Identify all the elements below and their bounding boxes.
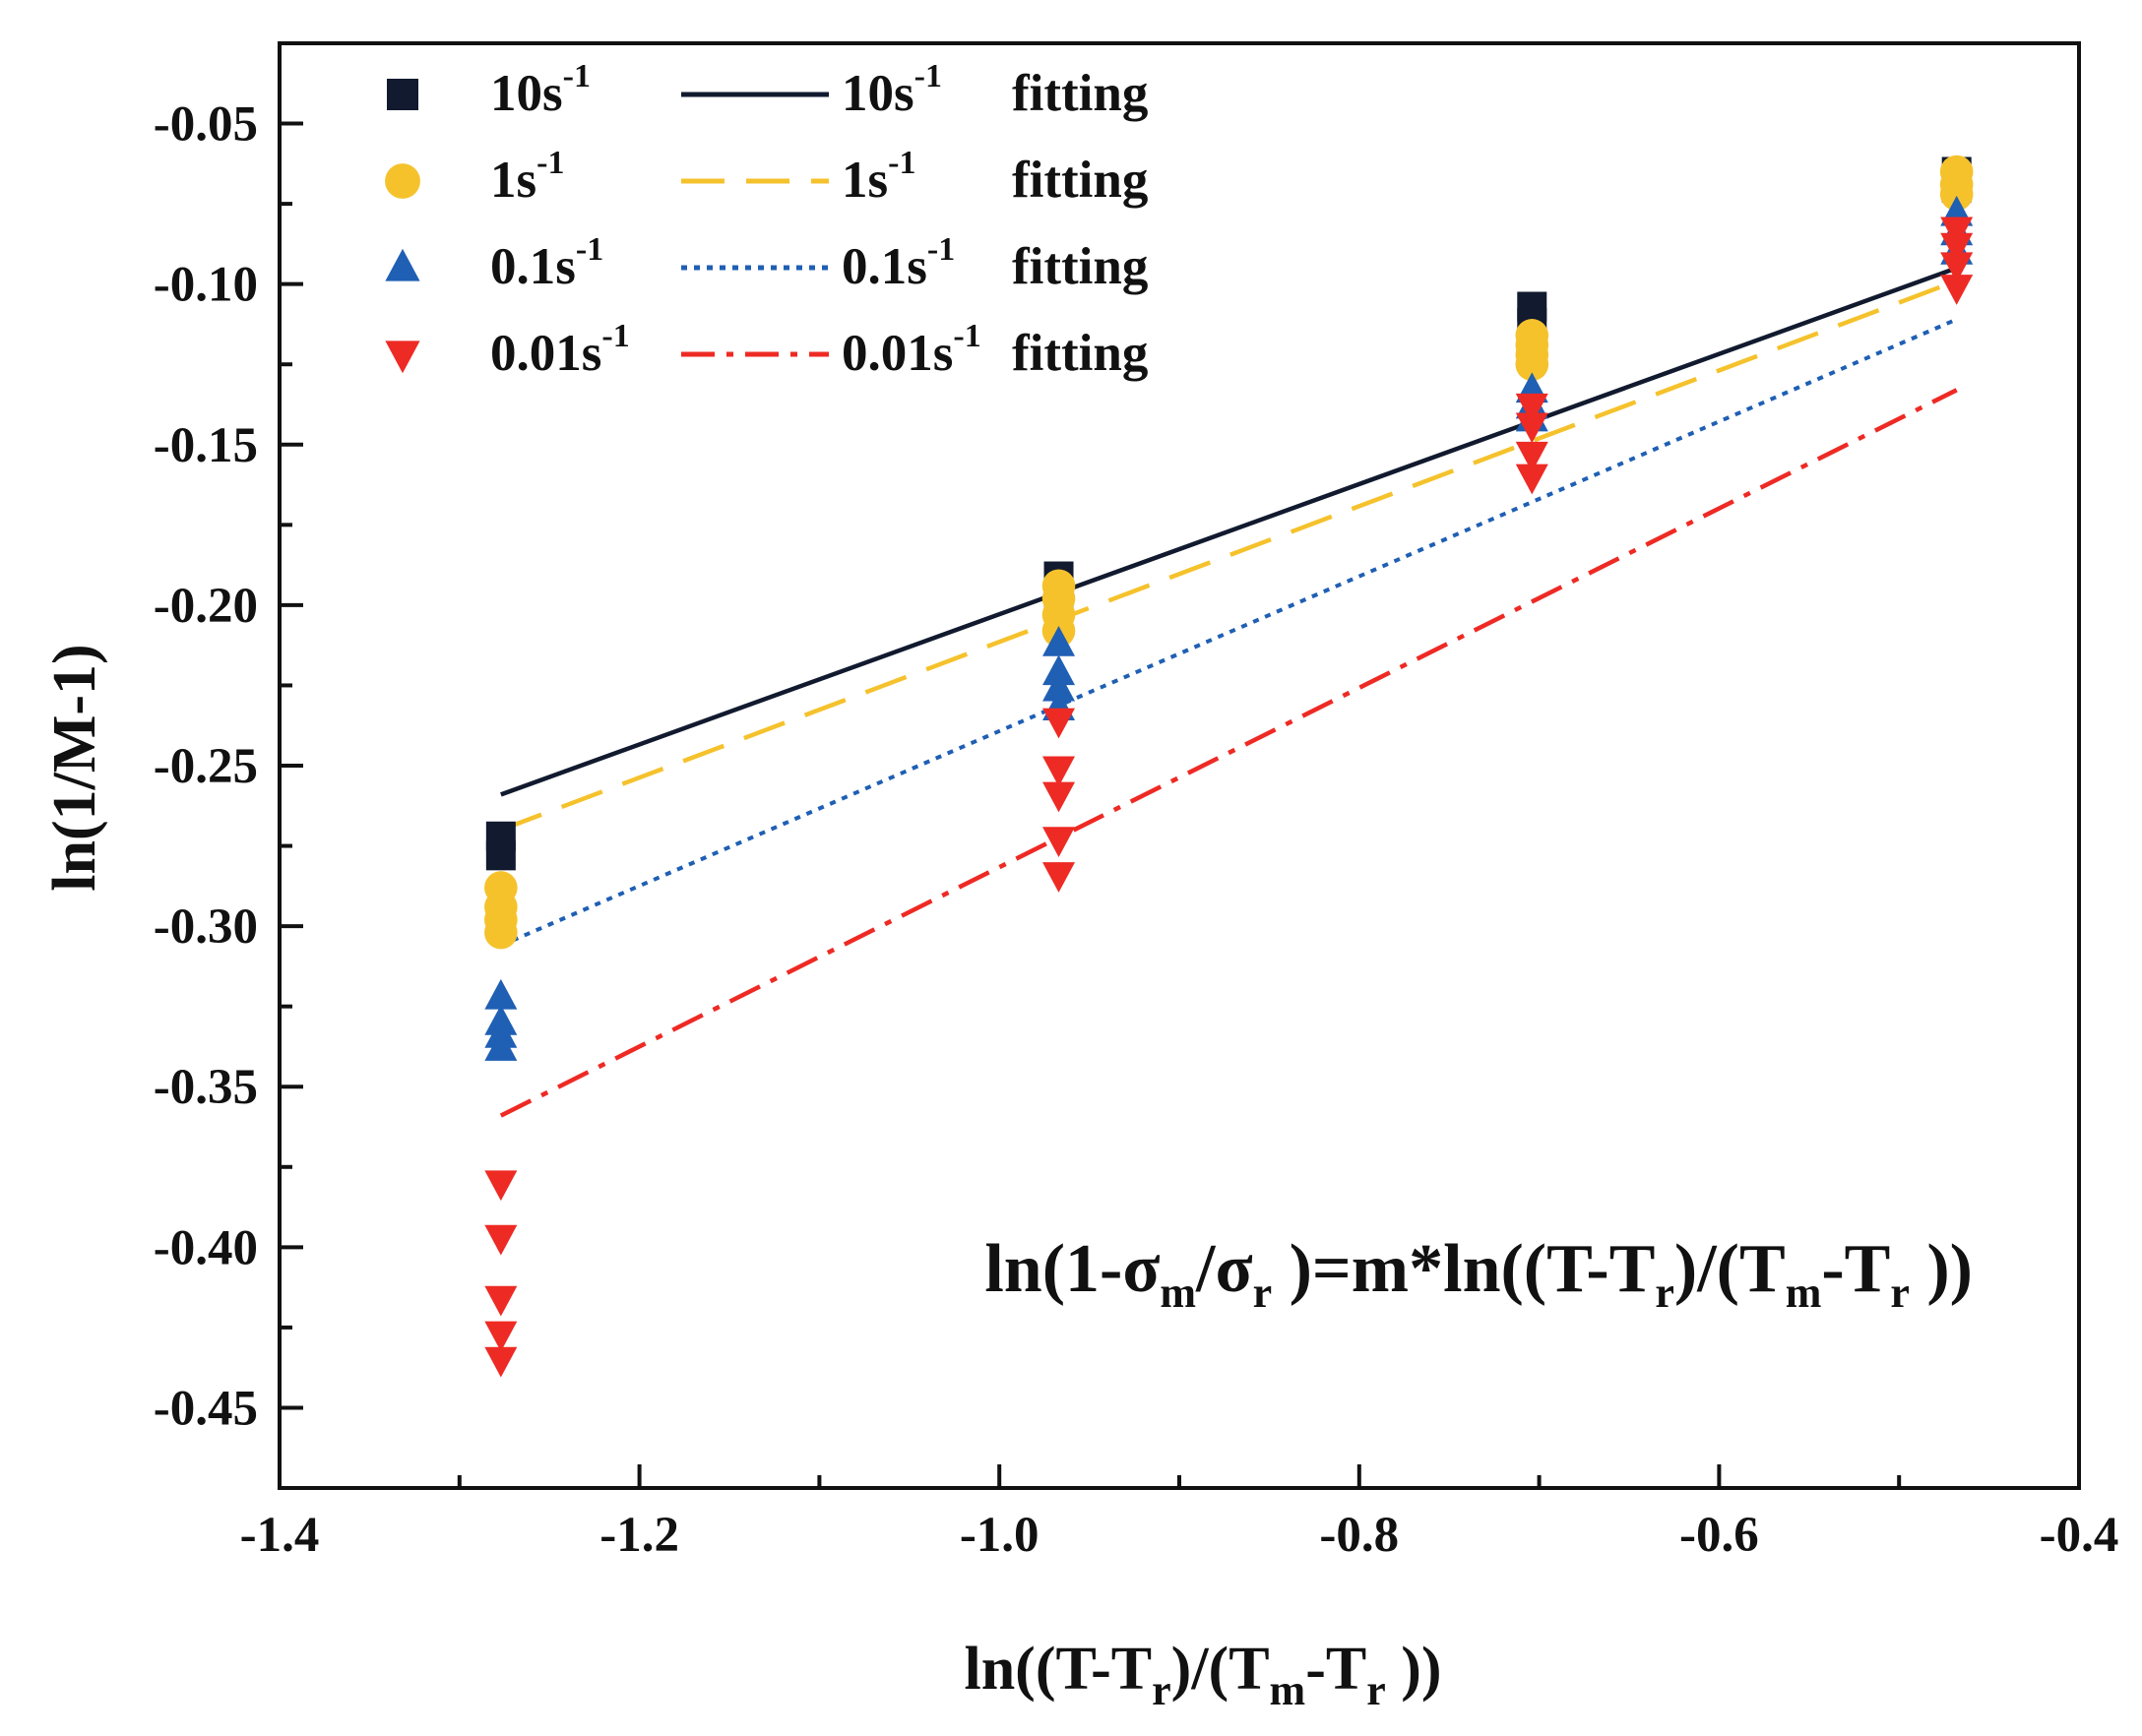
data-point-0-01s-1 — [1515, 464, 1548, 495]
legend-label-1s-1: 1s-1 — [490, 145, 564, 209]
y-tick-label: -0.10 — [154, 258, 258, 313]
legend-label-0-01s-1: 0.01s-1 — [490, 318, 630, 382]
legend-fit-label-0-01s-1: 0.01s-1 — [842, 318, 981, 382]
data-point-0-01s-1 — [1515, 441, 1548, 472]
legend-marker-0-1s-1 — [385, 248, 420, 281]
data-point-0-01s-1 — [1042, 756, 1076, 787]
legend-fit-label-0-1s-1: 0.1s-1 — [842, 231, 955, 295]
data-point-0-01s-1 — [484, 1321, 518, 1352]
y-axis-title: ln(1/M-1) — [41, 644, 108, 891]
fit-line-10s-1 — [500, 266, 1958, 797]
data-point-0-01s-1 — [484, 1346, 518, 1378]
data-point-1s-1 — [484, 915, 518, 950]
data-point-0-01s-1 — [1515, 412, 1548, 444]
legend-fit-word: fitting — [1012, 65, 1148, 122]
legend-marker-0-01s-1 — [385, 341, 420, 374]
y-tick-label: -0.15 — [154, 418, 258, 473]
legend-fit-word: fitting — [1012, 238, 1148, 295]
series-1s-1 — [484, 155, 1974, 950]
fit-line-0-1s-1 — [500, 317, 1958, 948]
x-axis-title: ln((T-Tr)/(Tm-Tr )) — [964, 1636, 1441, 1714]
y-tick-label: -0.30 — [154, 899, 258, 955]
x-tick-label: -1.4 — [240, 1508, 320, 1563]
x-tick-label: -1.2 — [599, 1508, 679, 1563]
x-tick-label: -0.6 — [1679, 1508, 1759, 1563]
data-point-0-01s-1 — [1042, 781, 1076, 813]
data-point-0-01s-1 — [1940, 275, 1974, 305]
fit-line-1s-1 — [500, 279, 1958, 833]
legend-marker-10s-1 — [387, 79, 418, 110]
legend-fit-label-10s-1: 10s-1 — [842, 58, 942, 122]
y-tick-label: -0.20 — [154, 579, 258, 634]
legend-fit-word: fitting — [1012, 325, 1148, 382]
legend-marker-1s-1 — [385, 163, 420, 199]
data-point-0-01s-1 — [484, 1285, 518, 1317]
equation-label: ln(1-σm/σr )=m*ln((T-Tr)/(Tm-Tr )) — [984, 1231, 1973, 1317]
y-tick-label: -0.40 — [154, 1220, 258, 1275]
x-tick-label: -0.8 — [1319, 1508, 1399, 1563]
fit-line-0-01s-1 — [499, 388, 1958, 1118]
data-point-0-01s-1 — [484, 1224, 518, 1256]
series-0-01s-1 — [484, 217, 1974, 1378]
data-point-0-1s-1 — [1042, 654, 1076, 686]
data-point-0-1s-1 — [1042, 626, 1076, 656]
data-point-1s-1 — [1939, 177, 1974, 212]
y-tick-label: -0.45 — [154, 1381, 258, 1436]
legend-fit-word: fitting — [1012, 152, 1148, 209]
y-tick-label: -0.35 — [154, 1060, 258, 1115]
legend-fit-label-1s-1: 1s-1 — [842, 145, 915, 209]
axis-ticks: -1.4 -1.2 -1.0 -0.8 -0.6 -0.4 -0.05 -0.10 -0.15 -… — [154, 97, 2119, 1563]
x-tick-label: -1.0 — [960, 1508, 1040, 1563]
data-point-1s-1 — [1515, 347, 1549, 382]
data-point-0-01s-1 — [1042, 862, 1076, 893]
data-point-0-1s-1 — [484, 1030, 518, 1061]
series-10s-1 — [485, 156, 1972, 871]
data-point-0-1s-1 — [484, 978, 518, 1010]
y-tick-label: -0.05 — [154, 97, 258, 153]
data-point-0-01s-1 — [484, 1170, 518, 1202]
data-point-10s-1 — [485, 840, 516, 871]
data-point-0-01s-1 — [1042, 708, 1076, 739]
legend-label-0-1s-1: 0.1s-1 — [490, 231, 603, 295]
x-tick-label: -0.4 — [2040, 1508, 2119, 1563]
data-point-0-1s-1 — [1042, 670, 1076, 702]
fit-lines — [499, 266, 1958, 1118]
y-tick-label: -0.25 — [154, 739, 258, 794]
series-0-1s-1 — [484, 195, 1974, 1061]
data-point-0-01s-1 — [1940, 232, 1974, 264]
data-markers — [484, 155, 1974, 1378]
legend: 10s-1 10s-1 fitting 1s-1 1s-1 fitting 0.1s-1 0.… — [385, 58, 1148, 382]
data-point-0-01s-1 — [1940, 252, 1974, 283]
data-point-0-01s-1 — [1042, 827, 1076, 858]
legend-label-10s-1: 10s-1 — [490, 58, 591, 122]
data-point-0-01s-1 — [1515, 393, 1548, 424]
data-point-0-01s-1 — [1940, 217, 1974, 248]
